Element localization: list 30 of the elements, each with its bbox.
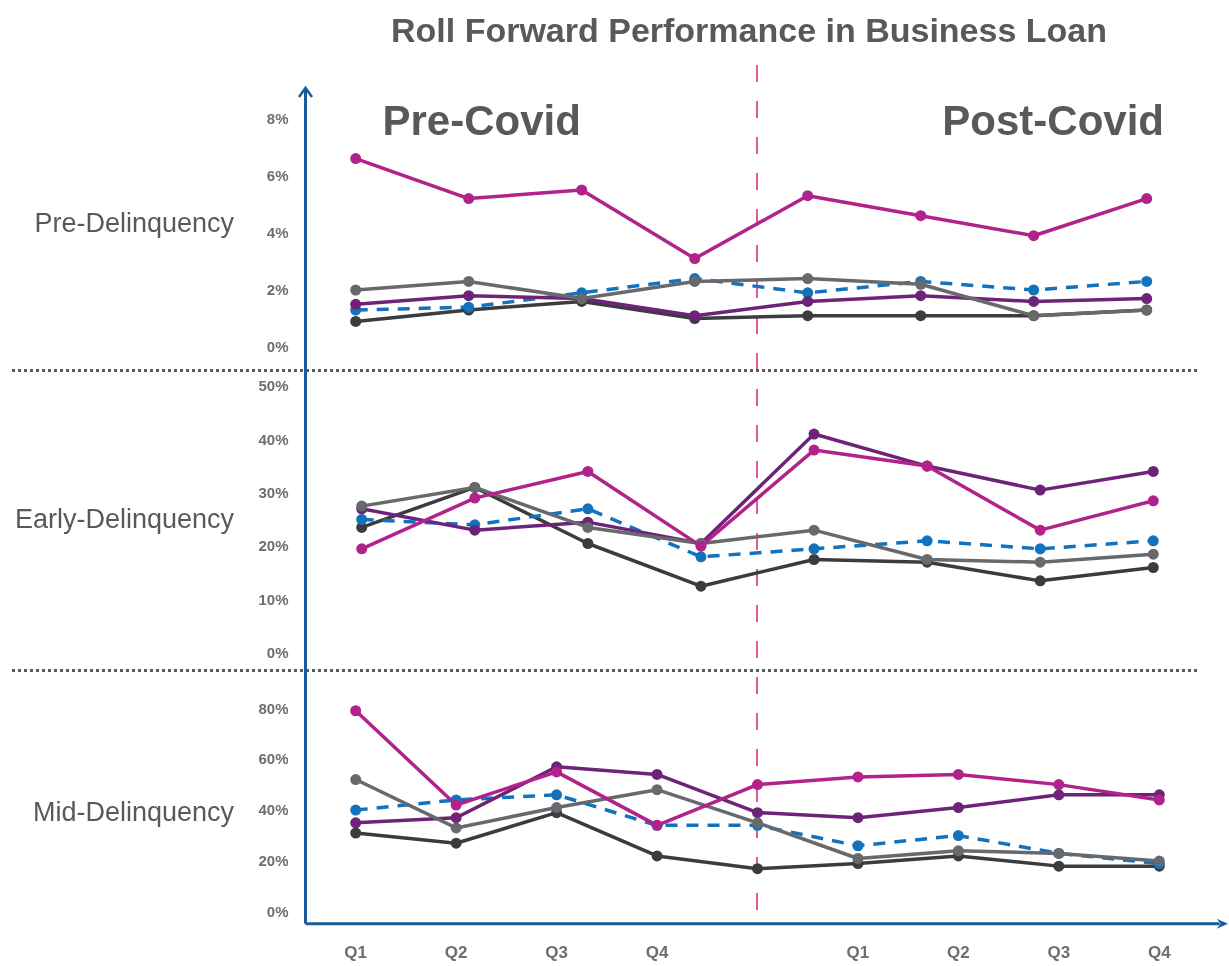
y-tick-label: 6% [266,167,289,185]
annotation: Pre-Covid [382,96,581,146]
y-tick-label: 0% [266,644,289,662]
x-tick-label: Q3 [545,942,568,962]
y-tick-label: 60% [258,750,289,768]
y-tick-label: 30% [258,484,289,502]
y-tick-label: 4% [266,224,289,242]
y-tick-label: 20% [258,537,289,555]
x-tick-label: Q2 [444,942,468,962]
y-tick-label: 10% [258,590,289,608]
y-axis-title: Mid-Delinquency [32,796,234,830]
y-tick-label: 0% [266,903,289,921]
y-tick-label: 40% [258,430,289,448]
y-tick-label: 50% [258,377,289,395]
y-tick-label: 8% [266,109,289,127]
x-tick-label: Q4 [1147,942,1172,962]
annotation: Post-Covid [942,96,1164,146]
x-tick-label: Q2 [947,942,970,962]
y-axis-title: Early-Delinquency [14,503,234,537]
x-tick-label: Q4 [645,942,669,962]
y-tick-label: 40% [258,801,289,819]
y-tick-label: 80% [258,699,289,717]
y-tick-label: 2% [266,281,289,299]
y-axis-title: Pre-Delinquency [34,206,234,240]
x-tick-label: Q3 [1047,942,1071,962]
chart-title: Roll Forward Performance in Business Loan [389,10,1108,50]
y-tick-label: 0% [266,338,289,356]
x-tick-label: Q1 [846,942,870,962]
y-tick-label: 20% [258,852,289,870]
x-tick-label: Q1 [344,942,368,962]
